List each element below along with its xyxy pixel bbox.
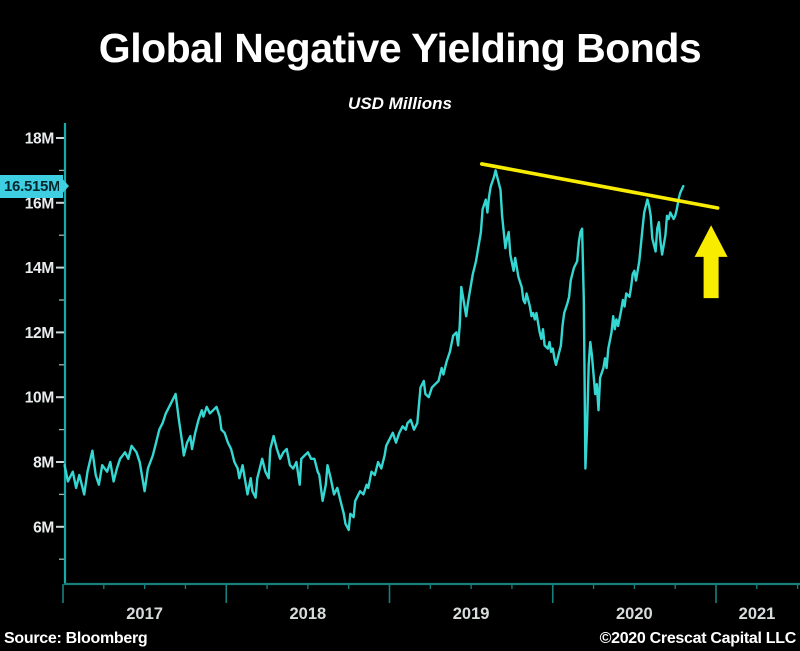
x-tick-label: 2019 [453, 605, 490, 623]
x-tick-label: 2017 [126, 605, 163, 623]
chart-subtitle: USD Millions [348, 94, 452, 113]
chart-title: Global Negative Yielding Bonds [98, 25, 702, 71]
source-label: Source: Bloomberg [4, 630, 148, 647]
y-tick-label: 16M [25, 195, 54, 212]
y-tick-label: 12M [25, 325, 54, 342]
x-tick-label: 2021 [739, 605, 776, 623]
current-value-badge: 16.515M [0, 175, 64, 198]
y-tick-label: 10M [25, 390, 54, 407]
up-arrow-annotation [694, 225, 728, 299]
series-line [63, 169, 685, 532]
current-value-badge-pointer [59, 175, 69, 197]
y-tick-label: 8M [33, 455, 54, 472]
y-tick-label: 18M [25, 131, 54, 148]
y-tick-label: 6M [33, 519, 54, 536]
copyright-label: ©2020 Crescat Capital LLC [599, 630, 797, 647]
y-tick-label: 14M [25, 260, 54, 277]
x-tick-label: 2018 [289, 605, 326, 623]
trendline-annotation [479, 162, 720, 210]
x-tick-label: 2020 [616, 605, 653, 623]
